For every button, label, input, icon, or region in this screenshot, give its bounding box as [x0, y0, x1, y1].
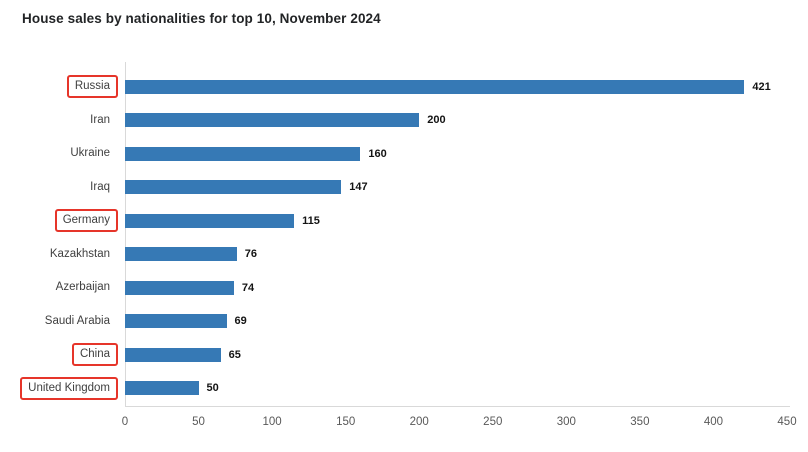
category-label-cell: Saudi Arabia — [0, 310, 125, 333]
bar-track: 74 — [125, 271, 787, 305]
x-tick-label: 400 — [703, 416, 724, 428]
value-label: 74 — [241, 281, 255, 294]
value-label: 200 — [427, 114, 446, 127]
category-label-cell: Russia — [0, 75, 125, 99]
chart-row: United Kingdom 50 — [0, 372, 808, 406]
chart-row: Kazakhstan 76 — [0, 238, 808, 272]
chart-row: Germany 115 — [0, 204, 808, 238]
x-axis-ticks: 0 50 100 150 200 250 300 350 400 450 — [121, 416, 797, 432]
category-label: Iraq — [90, 180, 110, 193]
bar-track: 421 — [125, 70, 787, 104]
x-tick-label: 0 — [121, 416, 129, 428]
category-label-highlighted: China — [71, 343, 118, 367]
value-label: 76 — [244, 248, 258, 261]
bar-track: 200 — [125, 104, 787, 138]
bar-track: 147 — [125, 171, 787, 205]
bar-track: 65 — [125, 338, 787, 372]
x-tick-label: 200 — [409, 416, 429, 428]
bar-saudi-arabia — [125, 314, 227, 329]
category-label: Azerbaijan — [55, 281, 110, 294]
category-label-cell: United Kingdom — [0, 376, 125, 400]
category-label-cell: Iraq — [0, 176, 125, 199]
category-label: Kazakhstan — [49, 247, 110, 260]
category-label-cell: Azerbaijan — [0, 276, 125, 299]
value-label: 50 — [206, 382, 219, 395]
value-label: 160 — [368, 147, 387, 160]
bar-china — [125, 347, 221, 362]
category-label-highlighted: Russia — [66, 75, 118, 99]
category-label-cell: Germany — [0, 209, 125, 233]
category-label-cell: Kazakhstan — [0, 243, 125, 266]
category-label-highlighted: United Kingdom — [20, 376, 118, 400]
bar-track: 76 — [125, 238, 787, 272]
category-label-cell: China — [0, 343, 125, 367]
chart-row: Saudi Arabia 69 — [0, 305, 808, 339]
x-axis-line — [125, 406, 790, 407]
x-tick-label: 150 — [336, 416, 356, 428]
chart-row: Azerbaijan 74 — [0, 271, 808, 305]
value-label: 421 — [752, 80, 771, 93]
chart-row: China 65 — [0, 338, 808, 372]
value-label: 69 — [234, 315, 247, 328]
category-label: Saudi Arabia — [44, 314, 110, 327]
bar-track: 160 — [125, 137, 787, 171]
x-tick-label: 300 — [556, 416, 576, 428]
category-label-cell: Ukraine — [0, 142, 125, 165]
category-label: Iran — [90, 113, 110, 126]
x-tick-label: 50 — [192, 416, 205, 428]
chart-row: Iraq 147 — [0, 171, 808, 205]
bar-track: 115 — [125, 204, 787, 238]
x-tick-label: 100 — [262, 416, 282, 428]
bar-kazakhstan — [125, 247, 237, 262]
x-tick-label: 350 — [630, 416, 650, 428]
y-axis-line — [125, 62, 126, 406]
bar-track: 50 — [125, 372, 787, 406]
bar-azerbaijan — [125, 280, 234, 295]
chart-row: Russia 421 — [0, 70, 808, 104]
bar-germany — [125, 213, 295, 228]
chart-rows: Russia 421 Iran 200 Ukraine 160 Iraq 147 Germany… — [0, 70, 808, 405]
chart-row: Ukraine 160 — [0, 137, 808, 171]
x-tick-label: 450 — [777, 416, 797, 428]
chart-title: House sales by nationalities for top 10,… — [22, 11, 381, 26]
bar-russia — [125, 79, 745, 94]
bar-track: 69 — [125, 305, 787, 339]
value-label: 65 — [228, 348, 241, 361]
bar-iran — [125, 113, 420, 128]
value-label: 147 — [349, 181, 368, 194]
category-label-cell: Iran — [0, 109, 125, 132]
category-label: Ukraine — [70, 147, 110, 160]
chart-row: Iran 200 — [0, 104, 808, 138]
bar-ukraine — [125, 146, 361, 161]
value-label: 115 — [302, 214, 320, 227]
bar-iraq — [125, 180, 342, 195]
x-tick-label: 250 — [483, 416, 503, 428]
bar-united-kingdom — [125, 381, 199, 396]
category-label-highlighted: Germany — [54, 209, 118, 233]
